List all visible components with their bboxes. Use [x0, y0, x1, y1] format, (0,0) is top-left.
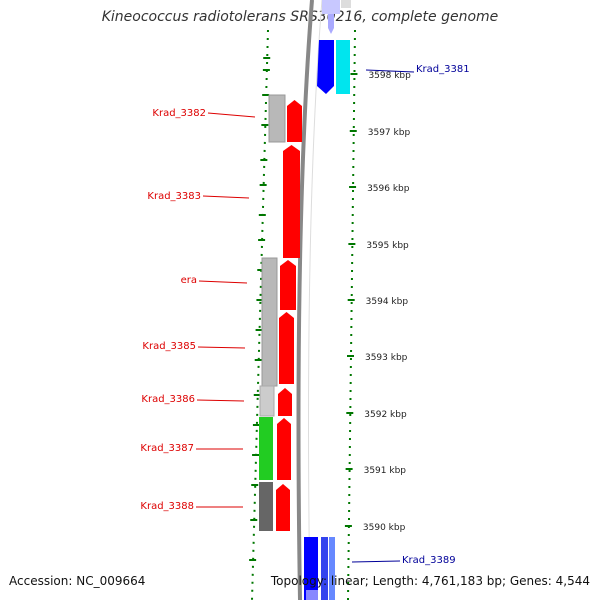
gene-leader-line [196, 399, 245, 402]
genome-title: Kineococcus radiotolerans SRS30216, comp… [101, 9, 499, 25]
gene-label-krad3387[interactable]: Krad_3387 [140, 443, 243, 454]
gene-block-krad3385 [279, 312, 294, 384]
gene-label-text[interactable]: Krad_3387 [140, 443, 194, 454]
gene-block-gray-1 [268, 94, 286, 143]
gene-block-top-light [322, 0, 340, 14]
right-guide [347, 29, 356, 600]
scale-tick-label: 3593 kbp [365, 353, 408, 363]
scale-tick-label: 3594 kbp [366, 297, 409, 307]
gene-leader-line [351, 560, 401, 563]
gene-block-krad3382 [287, 100, 302, 142]
gene-block-krad3389 [304, 537, 318, 600]
gene-block-krad3383 [283, 145, 300, 258]
accession-text: Accession: NC_009664 [9, 574, 146, 588]
backbone-shadow [308, 0, 323, 600]
gene-label-text[interactable]: Krad_3381 [416, 64, 470, 75]
gene-block-bottom-2 [321, 537, 328, 600]
gene-label-text[interactable]: Krad_3382 [152, 108, 206, 119]
gene-block-krad3381 [317, 40, 334, 94]
gene-block-bottom-4 [306, 590, 318, 600]
gene-block-top-arrow [328, 14, 334, 34]
gene-label-krad3382[interactable]: Krad_3382 [152, 108, 256, 119]
backbone-line [296, 0, 314, 600]
gene-label-text[interactable]: Krad_3385 [142, 341, 196, 352]
topology-text: Topology: linear; Length: 4,761,183 bp; … [270, 574, 590, 588]
scale-tick-label: 3595 kbp [366, 241, 409, 251]
gene-label-text[interactable]: era [181, 275, 197, 286]
scale-tick-label: 3590 kbp [363, 523, 406, 533]
scale-tick-label: 3591 kbp [364, 466, 407, 476]
gene-block-era [280, 260, 296, 310]
gene-label-era[interactable]: era [181, 275, 248, 286]
gene-label-krad3381[interactable]: Krad_3381 [365, 64, 470, 75]
gene-leader-line [198, 280, 248, 284]
gene-block-bottom-3 [329, 537, 335, 600]
gene-block-gray-3 [259, 385, 275, 417]
gene-block-cyan [336, 40, 350, 94]
gene-label-krad3389[interactable]: Krad_3389 [351, 555, 456, 566]
scale-tick-label: 3592 kbp [364, 410, 407, 420]
gene-block-dark-gray [259, 482, 273, 531]
gene-label-krad3385[interactable]: Krad_3385 [142, 341, 246, 352]
gene-label-krad3386[interactable]: Krad_3386 [141, 394, 245, 405]
gene-block-gray-2 [261, 257, 278, 387]
gene-label-text[interactable]: Krad_3386 [141, 394, 195, 405]
genome-backbone [296, 0, 323, 600]
dotted-guides [249, 29, 356, 600]
gene-block-krad3387 [277, 418, 291, 480]
scale-tick-label: 3597 kbp [368, 128, 411, 138]
gene-label-text[interactable]: Krad_3389 [402, 555, 456, 566]
gene-label-text[interactable]: Krad_3383 [147, 191, 201, 202]
scale-tick-label: 3596 kbp [367, 184, 410, 194]
gene-leader-line [207, 112, 256, 118]
gene-leader-line [365, 69, 415, 73]
gene-label-krad3388[interactable]: Krad_3388 [140, 501, 243, 512]
gene-block-krad3388 [276, 484, 290, 531]
gene-label-krad3383[interactable]: Krad_3383 [147, 191, 250, 202]
gene-features [259, 0, 351, 600]
scale-tick-label: 3598 kbp [368, 71, 411, 81]
gene-block-top-gray [341, 0, 351, 8]
gene-block-krad3386 [278, 388, 292, 416]
scale-ticks: 3598 kbp 3597 kbp 3596 kbp 3595 kbp 3594 kbp… [344, 71, 411, 533]
gene-block-green [259, 417, 273, 480]
gene-leader-line [197, 346, 246, 349]
gene-label-text[interactable]: Krad_3388 [140, 501, 194, 512]
gene-leader-line [202, 195, 250, 199]
